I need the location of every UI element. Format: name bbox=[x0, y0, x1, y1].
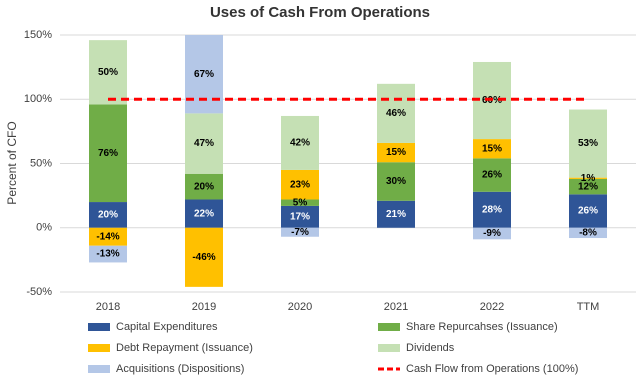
data-label: 30% bbox=[386, 176, 406, 187]
x-tick-label: 2021 bbox=[384, 301, 408, 313]
y-tick-label: 50% bbox=[30, 157, 52, 169]
data-label: -8% bbox=[579, 228, 597, 239]
bar-segment bbox=[377, 200, 415, 228]
bar-segment bbox=[473, 158, 511, 192]
data-label: 46% bbox=[386, 108, 406, 119]
data-label: 22% bbox=[194, 208, 214, 219]
legend-label: Acquisitions (Dispositions) bbox=[116, 363, 244, 375]
y-axis-label: Percent of CFO bbox=[5, 121, 19, 204]
bar-segment bbox=[377, 162, 415, 201]
data-label: 53% bbox=[578, 138, 598, 149]
data-label: 42% bbox=[290, 138, 310, 149]
data-label: -46% bbox=[192, 252, 215, 263]
legend-label: Share Repurcahses (Issuance) bbox=[406, 321, 558, 333]
x-tick-label: 2018 bbox=[96, 301, 120, 313]
legend-swatch bbox=[378, 344, 400, 352]
legend-swatch bbox=[378, 323, 400, 331]
y-tick-label: 150% bbox=[24, 29, 52, 41]
bar-segment bbox=[377, 142, 415, 163]
bar-segment bbox=[185, 173, 223, 200]
data-label: 26% bbox=[578, 206, 598, 217]
data-label: 23% bbox=[290, 179, 310, 190]
bar-segment bbox=[473, 227, 511, 240]
legend-swatch bbox=[88, 323, 110, 331]
legend-label: Capital Expenditures bbox=[116, 321, 218, 333]
data-label: 47% bbox=[194, 138, 214, 149]
bar-segment bbox=[185, 227, 223, 287]
bar-segment bbox=[89, 245, 127, 263]
bar-segment bbox=[89, 202, 127, 228]
bar-segment bbox=[377, 83, 415, 143]
legend-label: Debt Repayment (Issuance) bbox=[116, 342, 253, 354]
legend-label: Dividends bbox=[406, 342, 455, 354]
x-tick-label: 2019 bbox=[192, 301, 216, 313]
legend-swatch bbox=[88, 344, 110, 352]
x-tick-label: TTM bbox=[577, 301, 600, 313]
y-tick-label: 100% bbox=[24, 93, 52, 105]
data-label: 17% bbox=[290, 211, 310, 222]
bar-segment bbox=[569, 227, 607, 239]
bar-segment bbox=[281, 115, 319, 170]
data-label: -7% bbox=[291, 227, 309, 238]
bar-segment bbox=[89, 227, 127, 246]
legend-label: Cash Flow from Operations (100%) bbox=[406, 363, 578, 375]
data-label: -9% bbox=[483, 228, 501, 239]
bar-segment bbox=[89, 104, 127, 203]
y-tick-label: 0% bbox=[36, 222, 52, 234]
data-label: 1% bbox=[581, 173, 596, 184]
bar-segment bbox=[569, 109, 607, 178]
data-label: 21% bbox=[386, 209, 406, 220]
data-label: 15% bbox=[482, 143, 502, 154]
y-tick-label: -50% bbox=[26, 286, 52, 298]
data-label: 67% bbox=[194, 69, 214, 80]
bar-segment bbox=[569, 194, 607, 228]
plot-area bbox=[89, 35, 607, 287]
bar-segment bbox=[473, 139, 511, 159]
bar-segment bbox=[89, 40, 127, 105]
data-label: 20% bbox=[194, 181, 214, 192]
bar-segment bbox=[281, 199, 319, 206]
data-label: 5% bbox=[293, 197, 308, 208]
data-label: 20% bbox=[98, 210, 118, 221]
bar-segment bbox=[569, 178, 607, 195]
data-label: 76% bbox=[98, 148, 118, 159]
data-label: 26% bbox=[482, 170, 502, 181]
x-tick-label: 2020 bbox=[288, 301, 312, 313]
bar-segment bbox=[281, 169, 319, 200]
bar-segment bbox=[281, 227, 319, 237]
legend-swatch bbox=[88, 365, 110, 373]
data-label: 28% bbox=[482, 204, 502, 215]
data-label: 12% bbox=[578, 181, 598, 192]
data-label: 15% bbox=[386, 147, 406, 158]
bar-segment bbox=[473, 191, 511, 228]
x-tick-label: 2022 bbox=[480, 301, 504, 313]
bar-segment bbox=[281, 205, 319, 228]
bar-segment bbox=[185, 199, 223, 228]
data-label: -13% bbox=[96, 249, 119, 260]
labels: 20% 76% -14% 50% -13% 22% 20% -46% 47% 67% 17% 5% 23… bbox=[96, 67, 598, 263]
data-label: -14% bbox=[96, 231, 119, 242]
bar-segment bbox=[185, 113, 223, 174]
chart-title: Uses of Cash From Operations bbox=[210, 4, 430, 21]
data-label: 50% bbox=[98, 67, 118, 78]
bar-segment bbox=[569, 177, 607, 179]
